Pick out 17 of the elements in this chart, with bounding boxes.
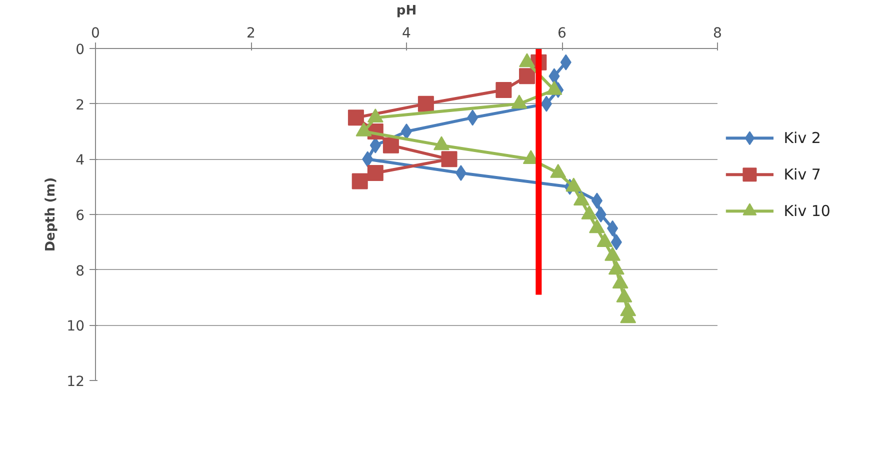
y-tick-label: 2 [76, 97, 85, 114]
legend-label: Kiv 10 [784, 202, 830, 220]
y-axis-title: Depth (m) [44, 177, 59, 252]
x-tick-label: 4 [402, 26, 412, 42]
y-tick-label: 8 [76, 263, 85, 280]
legend-label: Kiv 7 [784, 166, 821, 184]
x-tick-label: 6 [558, 26, 567, 42]
y-tick-label: 0 [76, 42, 85, 58]
y-tick-label: 4 [76, 152, 85, 169]
legend-label: Kiv 2 [784, 129, 821, 148]
x-tick-label: 8 [713, 26, 722, 42]
x-tick-label: 0 [91, 26, 100, 42]
x-axis-title: pH [396, 4, 417, 18]
y-tick-label: 6 [76, 208, 85, 224]
y-tick-label: 12 [66, 374, 85, 390]
x-tick-label: 2 [246, 26, 256, 42]
y-tick-label: 10 [66, 318, 85, 335]
